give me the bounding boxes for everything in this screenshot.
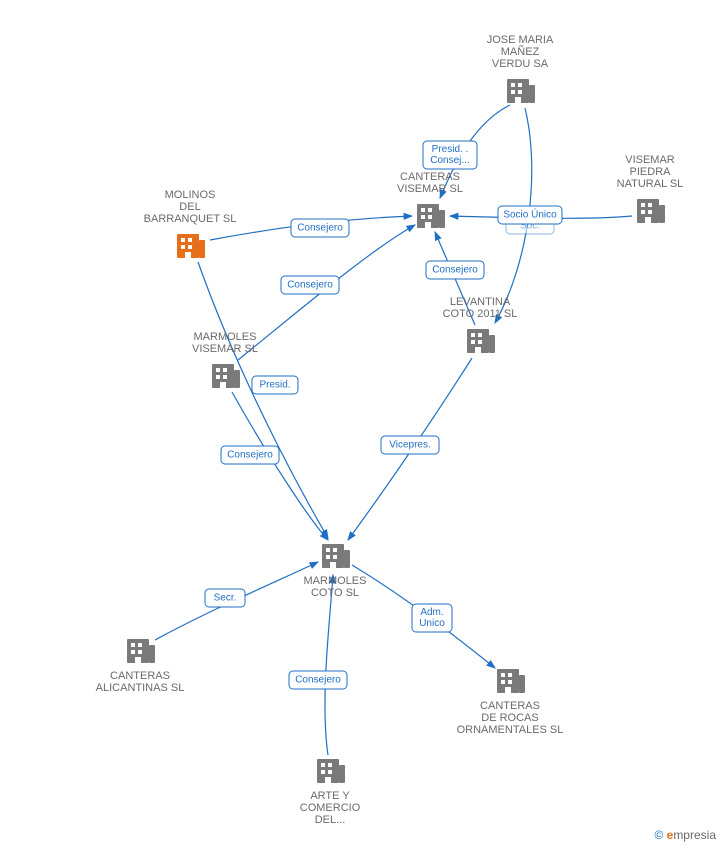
- node-molinos[interactable]: MOLINOSDELBARRANQUET SL: [144, 189, 237, 258]
- svg-text:Consejero: Consejero: [295, 675, 341, 686]
- node-label: ORNAMENTALES SL: [457, 724, 564, 736]
- svg-text:Consejero: Consejero: [287, 280, 333, 291]
- edge-arte_comercio-marmoles_coto: [325, 575, 333, 755]
- building-icon: [507, 79, 535, 103]
- node-visemar_piedra[interactable]: VISEMARPIEDRANATURAL SL: [617, 154, 684, 223]
- node-label: ALICANTINAS SL: [96, 682, 185, 694]
- node-label: VERDU SA: [492, 58, 549, 70]
- node-label: VISEMAR: [625, 154, 675, 166]
- node-label: VISEMAR SL: [397, 183, 463, 195]
- edge-label-marmoles_coto-canteras_rocas: Adm.Unico: [412, 604, 452, 632]
- node-label: DEL...: [315, 814, 346, 826]
- node-label: JOSE MARIA: [487, 34, 554, 46]
- building-icon: [637, 199, 665, 223]
- node-levantina[interactable]: LEVANTINACOTO 2011 SL: [443, 296, 518, 353]
- node-marmoles_visemar[interactable]: MARMOLESVISEMAR SL: [192, 331, 258, 388]
- node-canteras_alic[interactable]: CANTERASALICANTINAS SL: [96, 639, 185, 694]
- node-label: CANTERAS: [400, 171, 460, 183]
- node-arte_comercio[interactable]: ARTE YCOMERCIODEL...: [300, 759, 361, 826]
- node-marmoles_coto[interactable]: MARMOLESCOTO SL: [304, 544, 367, 599]
- footer-credit: © empresia: [654, 828, 716, 842]
- building-icon: [322, 544, 350, 568]
- node-label: MOLINOS: [165, 189, 216, 201]
- edge-label-jose_maria-levantina: Soc.Socio Único: [498, 206, 562, 234]
- node-label: MARMOLES: [194, 331, 257, 343]
- node-label: ARTE Y: [310, 790, 350, 802]
- node-label: CANTERAS: [480, 700, 540, 712]
- svg-text:Consejero: Consejero: [432, 265, 478, 276]
- node-label: MAÑEZ: [501, 45, 540, 58]
- building-icon: [497, 669, 525, 693]
- node-jose_maria[interactable]: JOSE MARIAMAÑEZVERDU SA: [487, 34, 554, 103]
- node-label: VISEMAR SL: [192, 343, 258, 355]
- edge-label-marmoles_visemar-marmoles_coto: Consejero: [221, 446, 279, 464]
- svg-text:Presid. .: Presid. .: [432, 144, 469, 155]
- node-label: COTO SL: [311, 587, 359, 599]
- building-icon: [212, 364, 240, 388]
- edge-label-jose_maria-canteras_visemar: Presid. .Consej...: [423, 141, 477, 169]
- edge-marmoles_visemar-marmoles_coto: [232, 392, 328, 540]
- edge-label-marmoles_visemar-canteras_visemar: Consejero: [281, 276, 339, 294]
- svg-text:Consejero: Consejero: [297, 223, 343, 234]
- building-icon: [417, 204, 445, 228]
- node-label: DEL: [179, 201, 200, 213]
- node-label: CANTERAS: [110, 670, 170, 682]
- node-label: NATURAL SL: [617, 178, 684, 190]
- node-label: PIEDRA: [630, 166, 672, 178]
- building-icon: [127, 639, 155, 663]
- building-icon: [177, 234, 205, 258]
- building-icon: [467, 329, 495, 353]
- node-label: COTO 2011 SL: [443, 308, 518, 320]
- node-label: DE ROCAS: [481, 712, 538, 724]
- edge-label-canteras_alic-marmoles_coto: Secr.: [205, 589, 245, 607]
- network-diagram: Presid. .Consej... Soc.Socio Único Conseje…: [0, 0, 728, 850]
- node-label: LEVANTINA: [450, 296, 511, 308]
- edge-label-arte_comercio-marmoles_coto: Consejero: [289, 671, 347, 689]
- svg-text:Consej...: Consej...: [430, 155, 469, 166]
- svg-text:Vicepres.: Vicepres.: [389, 440, 431, 451]
- node-label: COMERCIO: [300, 802, 361, 814]
- brand-rest: mpresia: [673, 828, 716, 842]
- node-label: MARMOLES: [304, 575, 367, 587]
- edge-label-levantina-marmoles_coto: Vicepres.: [381, 436, 439, 454]
- svg-text:Consejero: Consejero: [227, 450, 273, 461]
- node-label: BARRANQUET SL: [144, 213, 237, 225]
- copyright-symbol: ©: [654, 828, 663, 842]
- node-canteras_rocas[interactable]: CANTERASDE ROCASORNAMENTALES SL: [457, 669, 564, 736]
- node-canteras_visemar[interactable]: CANTERASVISEMAR SL: [397, 171, 463, 228]
- edge-label-molinos-marmoles_coto: Presid.: [252, 376, 298, 394]
- building-icon: [317, 759, 345, 783]
- svg-text:Unico: Unico: [419, 618, 445, 629]
- svg-text:Secr.: Secr.: [214, 593, 237, 604]
- edge-label-molinos-canteras_visemar: Consejero: [291, 219, 349, 237]
- edge-label-levantina-canteras_visemar: Consejero: [426, 261, 484, 279]
- svg-text:Socio Único: Socio Único: [503, 208, 557, 221]
- svg-text:Adm.: Adm.: [420, 607, 443, 618]
- svg-text:Presid.: Presid.: [259, 380, 290, 391]
